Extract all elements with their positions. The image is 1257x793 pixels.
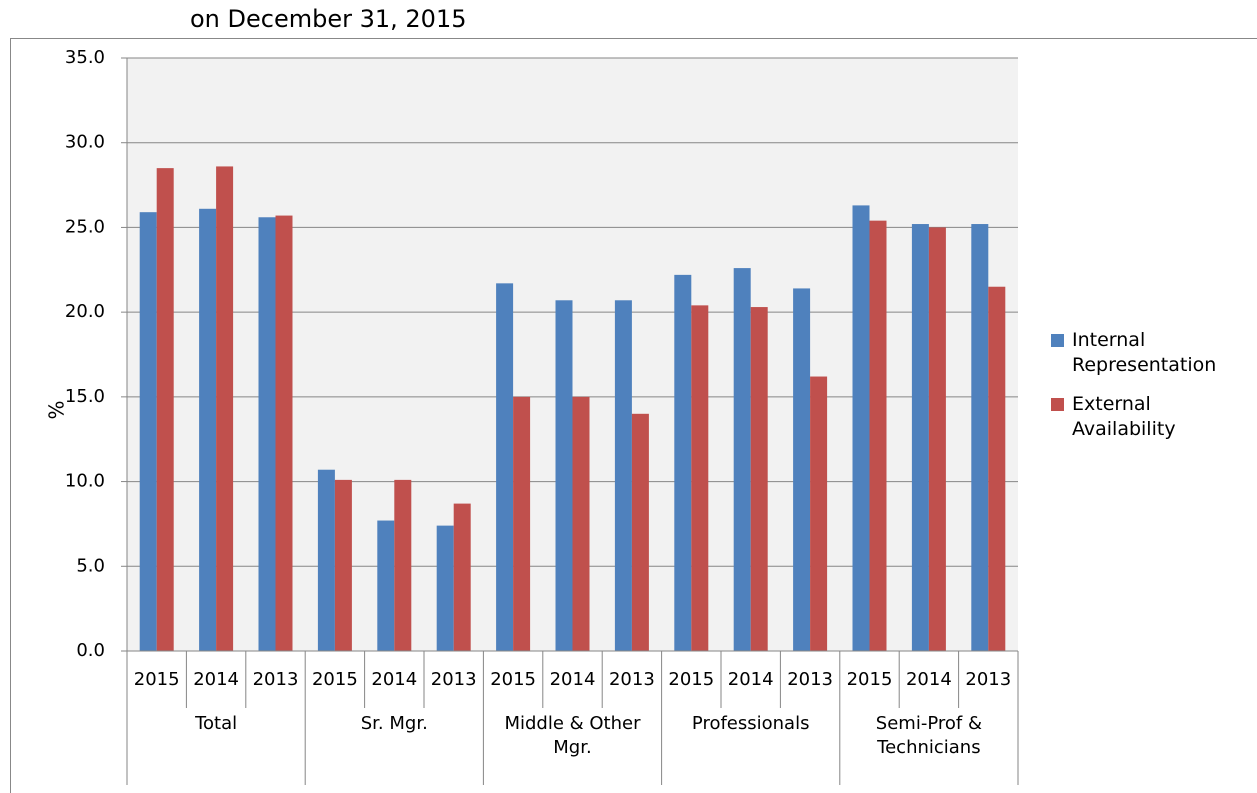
group-label: Semi-Prof & Technicians xyxy=(875,713,982,758)
x-tick-label: 2015 xyxy=(312,669,358,690)
bar xyxy=(394,479,412,651)
x-tick-label: 2013 xyxy=(965,669,1011,690)
x-tick-label: 2014 xyxy=(550,669,596,690)
bar xyxy=(572,396,590,651)
bar xyxy=(317,469,335,651)
bar xyxy=(852,205,870,651)
bar xyxy=(691,305,709,651)
bar xyxy=(631,413,649,651)
x-tick-label: 2015 xyxy=(490,669,536,690)
bar xyxy=(614,300,632,651)
bar xyxy=(750,307,768,651)
bar xyxy=(377,520,395,651)
bar xyxy=(199,208,217,651)
bar xyxy=(928,227,946,651)
y-tick-label: 35.0 xyxy=(65,47,105,68)
x-tick-label: 2014 xyxy=(371,669,417,690)
legend-swatch xyxy=(1051,398,1064,411)
x-tick-label: 2013 xyxy=(787,669,833,690)
group-label: Sr. Mgr. xyxy=(360,713,428,734)
bar xyxy=(733,268,751,651)
y-tick-label: 20.0 xyxy=(65,301,105,322)
legend-label: External Availability xyxy=(1072,393,1176,440)
bar xyxy=(971,224,989,652)
bar xyxy=(258,217,276,651)
y-tick-label: 15.0 xyxy=(65,386,105,407)
x-tick-label: 2013 xyxy=(431,669,477,690)
bar xyxy=(988,286,1006,651)
bar xyxy=(216,166,234,652)
group-label: Professionals xyxy=(691,713,810,734)
bar xyxy=(911,224,929,652)
x-tick-label: 2015 xyxy=(668,669,714,690)
bar xyxy=(793,288,811,651)
x-tick-label: 2014 xyxy=(728,669,774,690)
y-tick-label: 25.0 xyxy=(65,216,105,237)
x-tick-label: 2013 xyxy=(609,669,655,690)
y-tick-label: 0.0 xyxy=(76,640,105,661)
bar xyxy=(334,479,352,651)
y-tick-label: 5.0 xyxy=(76,555,105,576)
x-tick-label: 2014 xyxy=(906,669,952,690)
bar xyxy=(436,525,454,651)
chart-border xyxy=(10,38,1257,793)
y-tick-label: 30.0 xyxy=(65,132,105,153)
group-label: Middle & Other Mgr. xyxy=(504,713,641,758)
bar xyxy=(810,376,828,651)
bar xyxy=(139,212,157,651)
x-tick-label: 2014 xyxy=(193,669,239,690)
bar xyxy=(156,168,174,651)
x-tick-label: 2015 xyxy=(134,669,180,690)
y-tick-label: 10.0 xyxy=(65,471,105,492)
bar xyxy=(275,215,293,651)
bar xyxy=(674,274,692,651)
legend-swatch xyxy=(1051,334,1064,347)
bar xyxy=(453,503,471,651)
bar xyxy=(869,220,887,651)
y-axis-label: % xyxy=(45,400,69,419)
bar xyxy=(513,396,531,651)
bar xyxy=(496,283,514,651)
bar xyxy=(555,300,573,651)
legend-label: Internal Representation xyxy=(1072,329,1217,376)
chart-title: on December 31, 2015 xyxy=(190,5,466,33)
x-tick-label: 2013 xyxy=(253,669,299,690)
x-tick-label: 2015 xyxy=(847,669,893,690)
group-label: Total xyxy=(195,713,238,734)
